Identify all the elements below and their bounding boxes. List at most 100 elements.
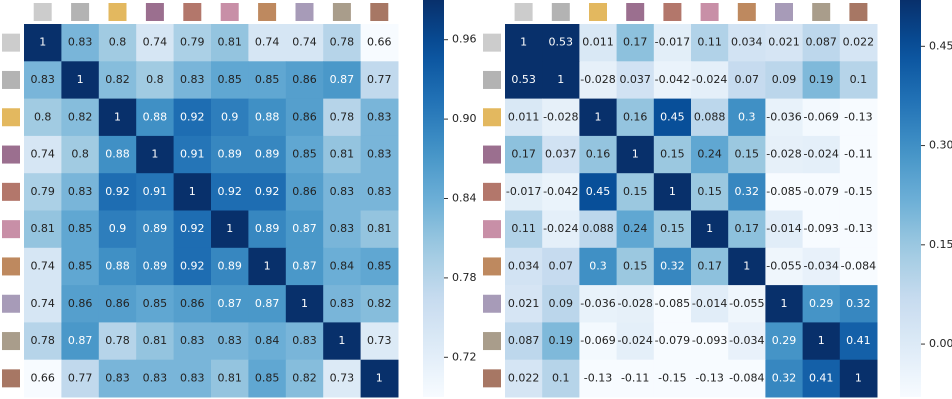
cell-label: 0.85 [68,222,93,235]
cell [505,285,543,323]
thumbnail [551,3,570,21]
cell [211,247,249,286]
cell-label: 0.74 [255,36,280,49]
cell [542,173,580,211]
thumbnail [514,3,533,21]
cell [24,359,62,398]
cell-label: 0.89 [217,259,242,272]
cell [360,98,399,137]
cell [98,247,137,286]
cell-label: 0.83 [30,73,55,86]
cell [61,61,100,100]
cell [248,210,287,249]
cell [765,173,804,211]
cell-label: 0.17 [697,259,722,272]
cell [173,359,212,398]
cell-label: 0.037 [619,73,651,86]
thumbnail [370,3,389,21]
cell [728,61,766,100]
cell [616,61,655,100]
cell-label: 0.09 [772,73,797,86]
cell [728,135,766,174]
cell-label: -0.028 [766,148,801,161]
cell [542,247,580,286]
thumbnail [737,3,756,21]
cell [285,285,324,323]
thumbnail [483,70,501,89]
cell [173,173,212,211]
cell-label: 0.16 [586,148,611,161]
cell [802,247,841,286]
thumbnail [2,70,20,89]
cell [285,24,324,62]
cell-label: 0.3 [738,110,756,123]
cell [323,61,362,100]
thumbnail [483,294,501,313]
cell [136,173,175,211]
cell-label: 0.87 [255,297,280,310]
cell-label: 0.83 [105,371,130,384]
thumbnail [2,257,20,276]
cell [24,247,62,286]
thumbnail [483,332,501,351]
cell [360,173,399,211]
cell-label: 0.8 [71,148,89,161]
cell-label: 0.83 [180,334,205,347]
cell-label: 0.83 [217,334,242,347]
thumbnail [145,3,164,21]
cell [211,61,249,100]
thumbnail [700,3,719,21]
cell-label: -0.15 [844,185,872,198]
thumbnail [2,369,20,388]
cell [802,359,841,398]
cell [248,322,287,361]
cell-label: 1 [595,110,602,123]
cell-label: 0.011 [508,110,540,123]
cell-label: 0.1 [850,73,868,86]
cell-label: -0.13 [844,222,872,235]
cell-label: 0.24 [623,222,648,235]
thumbnail [2,294,20,313]
cell [61,98,100,137]
cell-label: 0.1 [552,371,570,384]
cell [61,322,100,361]
cell-label: 0.89 [143,259,168,272]
cell-label: -0.036 [766,110,801,123]
thumbnail [33,3,52,21]
cell-label: 0.19 [809,73,834,86]
cell [691,98,729,137]
cell-label: 0.11 [697,36,722,49]
cell-label: 0.29 [772,334,797,347]
cell [173,322,212,361]
cell-label: 0.32 [772,371,797,384]
cell-label: 1 [743,259,750,272]
cell [323,359,362,398]
cell-label: 1 [818,334,825,347]
cell-label: 0.09 [549,297,574,310]
cell-label: -0.028 [617,297,652,310]
colorbar-tick-label: 0.72 [452,350,477,363]
cell-label: 0.15 [697,185,722,198]
cell-label: 0.53 [549,36,574,49]
cell [542,135,580,174]
cell [360,359,399,398]
cell-label: 1 [114,110,121,123]
cell-label: 0.82 [367,297,392,310]
cell-label: 0.79 [30,185,55,198]
cell [579,359,618,398]
thumbnail [483,369,501,388]
cell-label: -0.017 [506,185,541,198]
cell-label: 0.83 [367,148,392,161]
cell-label: 0.45 [586,185,611,198]
thumbnail [332,3,351,21]
cell-label: 0.88 [255,110,280,123]
cell-label: 1 [706,222,713,235]
thumbnail [483,108,501,127]
cell [542,285,580,323]
cell [505,322,543,361]
cell [728,98,766,137]
cell [765,61,804,100]
cell-label: -0.036 [580,297,615,310]
cell [211,210,249,249]
cell [765,359,804,398]
